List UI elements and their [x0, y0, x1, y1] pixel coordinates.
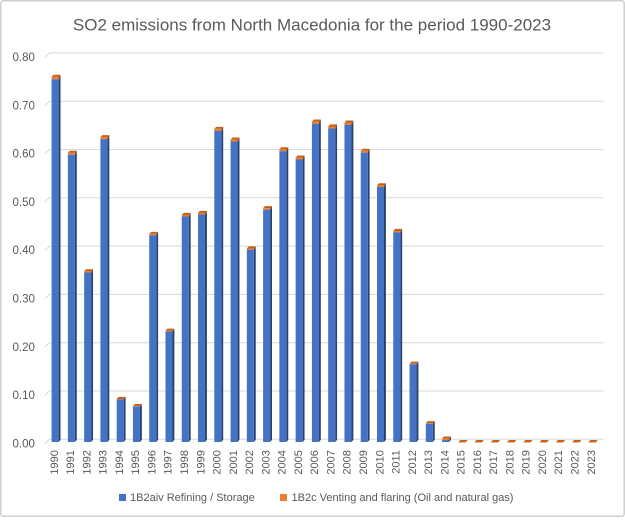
- svg-text:0.60: 0.60: [13, 149, 35, 161]
- svg-text:1997: 1997: [163, 450, 175, 474]
- svg-text:0.10: 0.10: [13, 390, 35, 402]
- svg-text:1998: 1998: [179, 450, 191, 474]
- svg-text:2020: 2020: [537, 450, 549, 474]
- svg-text:2003: 2003: [260, 450, 272, 474]
- svg-text:1993: 1993: [98, 450, 110, 474]
- svg-text:1995: 1995: [130, 450, 142, 474]
- svg-text:1B2c Venting and flaring (Oil: 1B2c Venting and flaring (Oil and natura…: [292, 492, 514, 504]
- svg-text:0.70: 0.70: [13, 100, 35, 112]
- svg-text:2021: 2021: [553, 450, 565, 474]
- svg-text:1B2aiv Refining / Storage: 1B2aiv Refining / Storage: [130, 492, 255, 504]
- svg-text:2011: 2011: [391, 450, 403, 474]
- svg-text:0.20: 0.20: [13, 342, 35, 354]
- svg-text:1994: 1994: [114, 450, 126, 474]
- svg-text:2005: 2005: [293, 450, 305, 474]
- svg-text:2004: 2004: [277, 450, 289, 474]
- svg-text:2016: 2016: [472, 450, 484, 474]
- svg-text:2007: 2007: [325, 450, 337, 474]
- svg-text:2022: 2022: [569, 450, 581, 474]
- svg-text:2014: 2014: [439, 450, 451, 474]
- svg-text:2002: 2002: [244, 450, 256, 474]
- svg-text:2008: 2008: [342, 450, 354, 474]
- svg-text:2010: 2010: [374, 450, 386, 474]
- svg-text:0.50: 0.50: [13, 197, 35, 209]
- svg-text:1999: 1999: [195, 450, 207, 474]
- svg-text:SO2 emissions from North Maced: SO2 emissions from North Macedonia for t…: [73, 16, 551, 35]
- svg-text:2009: 2009: [358, 450, 370, 474]
- svg-text:2000: 2000: [212, 450, 224, 474]
- svg-text:2015: 2015: [456, 450, 468, 474]
- svg-text:0.00: 0.00: [13, 438, 35, 450]
- svg-text:0.30: 0.30: [13, 294, 35, 306]
- svg-text:2019: 2019: [521, 450, 533, 474]
- svg-text:2013: 2013: [423, 450, 435, 474]
- svg-text:2017: 2017: [488, 450, 500, 474]
- svg-text:0.80: 0.80: [13, 52, 35, 64]
- svg-text:2018: 2018: [504, 450, 516, 474]
- svg-text:2012: 2012: [407, 450, 419, 474]
- svg-text:0.40: 0.40: [13, 245, 35, 257]
- svg-text:1990: 1990: [49, 450, 61, 474]
- svg-text:2001: 2001: [228, 450, 240, 474]
- svg-text:1992: 1992: [81, 450, 93, 474]
- svg-text:2006: 2006: [309, 450, 321, 474]
- svg-text:1996: 1996: [146, 450, 158, 474]
- svg-text:1991: 1991: [65, 450, 77, 474]
- svg-text:2023: 2023: [586, 450, 598, 474]
